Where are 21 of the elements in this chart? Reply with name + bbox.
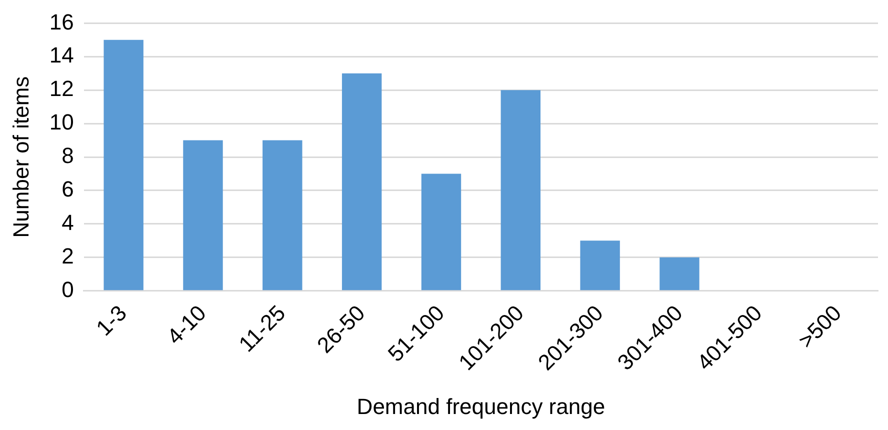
y-tick-label: 6 bbox=[62, 176, 74, 202]
bar bbox=[580, 240, 620, 290]
x-tick-label: 1-3 bbox=[91, 300, 132, 340]
bar bbox=[500, 90, 540, 290]
y-tick-label: 0 bbox=[62, 276, 74, 302]
bar bbox=[660, 257, 700, 290]
y-tick-label: 2 bbox=[62, 243, 74, 268]
y-tick-label: 16 bbox=[49, 9, 74, 34]
bar bbox=[104, 40, 144, 290]
x-axis-title: Demand frequency range bbox=[356, 394, 606, 419]
y-tick-label: 12 bbox=[49, 76, 74, 102]
y-axis-title: Number of items bbox=[8, 76, 34, 238]
y-tick-label: 8 bbox=[62, 143, 74, 168]
x-tick-label: 4-10 bbox=[162, 300, 211, 350]
bar bbox=[342, 73, 382, 290]
bar bbox=[183, 140, 223, 290]
bar bbox=[262, 140, 302, 290]
y-tick-label: 4 bbox=[62, 210, 74, 235]
y-tick-label: 10 bbox=[49, 110, 74, 135]
bar bbox=[421, 174, 462, 290]
y-tick-label: 14 bbox=[49, 42, 74, 68]
